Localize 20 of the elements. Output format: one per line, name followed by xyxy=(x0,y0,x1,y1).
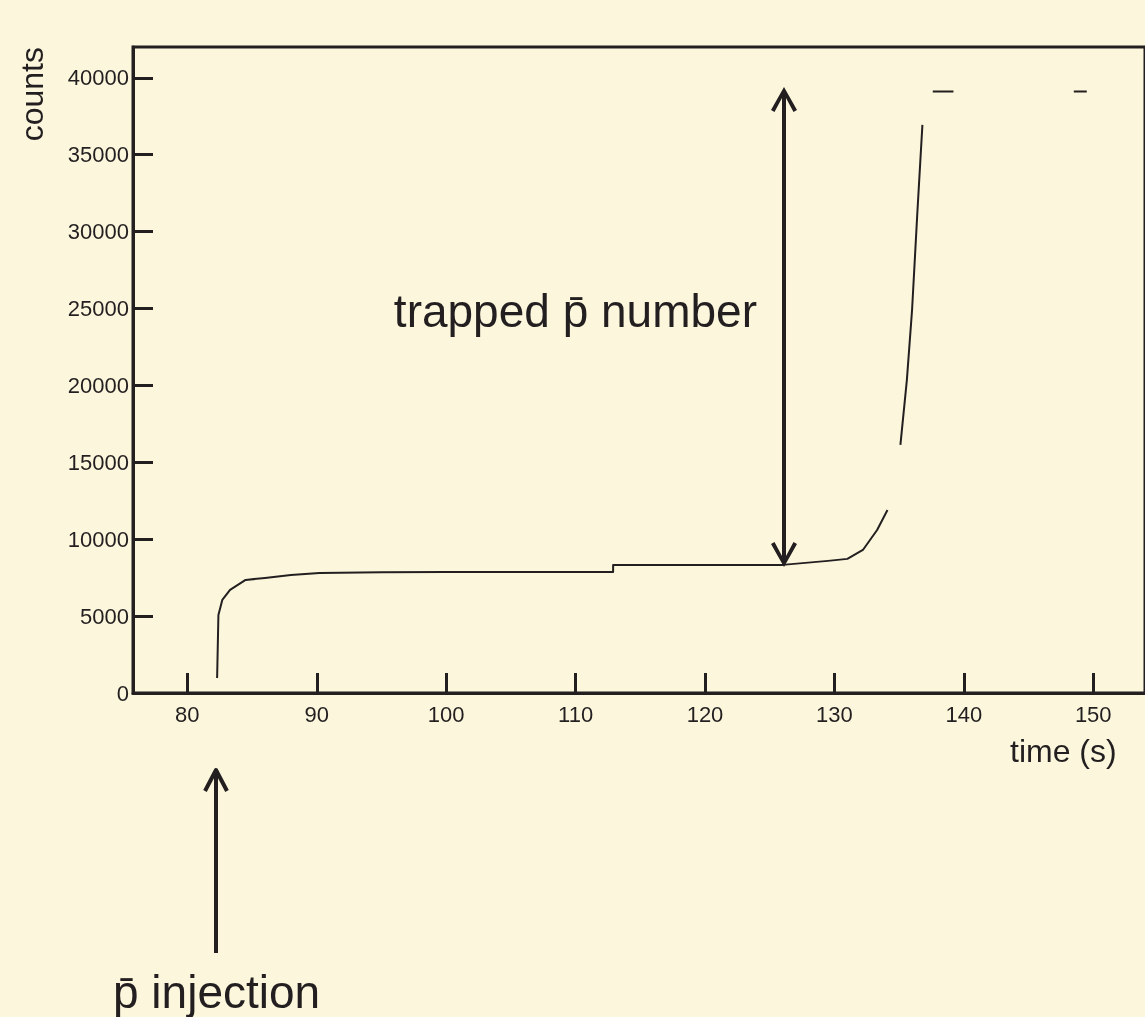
x-axis-title: time (s) xyxy=(1010,733,1117,769)
x-tick-label: 80 xyxy=(175,701,200,727)
x-tick-label: 130 xyxy=(816,701,853,727)
y-tick-label: 35000 xyxy=(67,142,129,168)
x-tick-label: 150 xyxy=(1074,701,1112,727)
y-tick-label: 15000 xyxy=(67,449,129,475)
x-tick-label: 100 xyxy=(427,701,465,727)
y-tick-label: 40000 xyxy=(67,65,129,91)
x-tick-label: 120 xyxy=(686,701,724,727)
x-tick-label: 140 xyxy=(945,701,983,727)
y-axis-title: counts xyxy=(14,47,50,142)
x-tick-label: 110 xyxy=(558,701,594,727)
y-tick-label: 30000 xyxy=(67,219,129,245)
y-tick-label: 20000 xyxy=(67,372,129,398)
y-tick-label: 10000 xyxy=(67,526,129,552)
annotation: trapped p̄ number xyxy=(393,285,757,337)
y-tick-label: 25000 xyxy=(67,295,129,321)
y-tick-label: 5000 xyxy=(80,603,129,629)
x-tick-label: 90 xyxy=(304,701,330,727)
y-tick-label: 0 xyxy=(116,680,129,706)
